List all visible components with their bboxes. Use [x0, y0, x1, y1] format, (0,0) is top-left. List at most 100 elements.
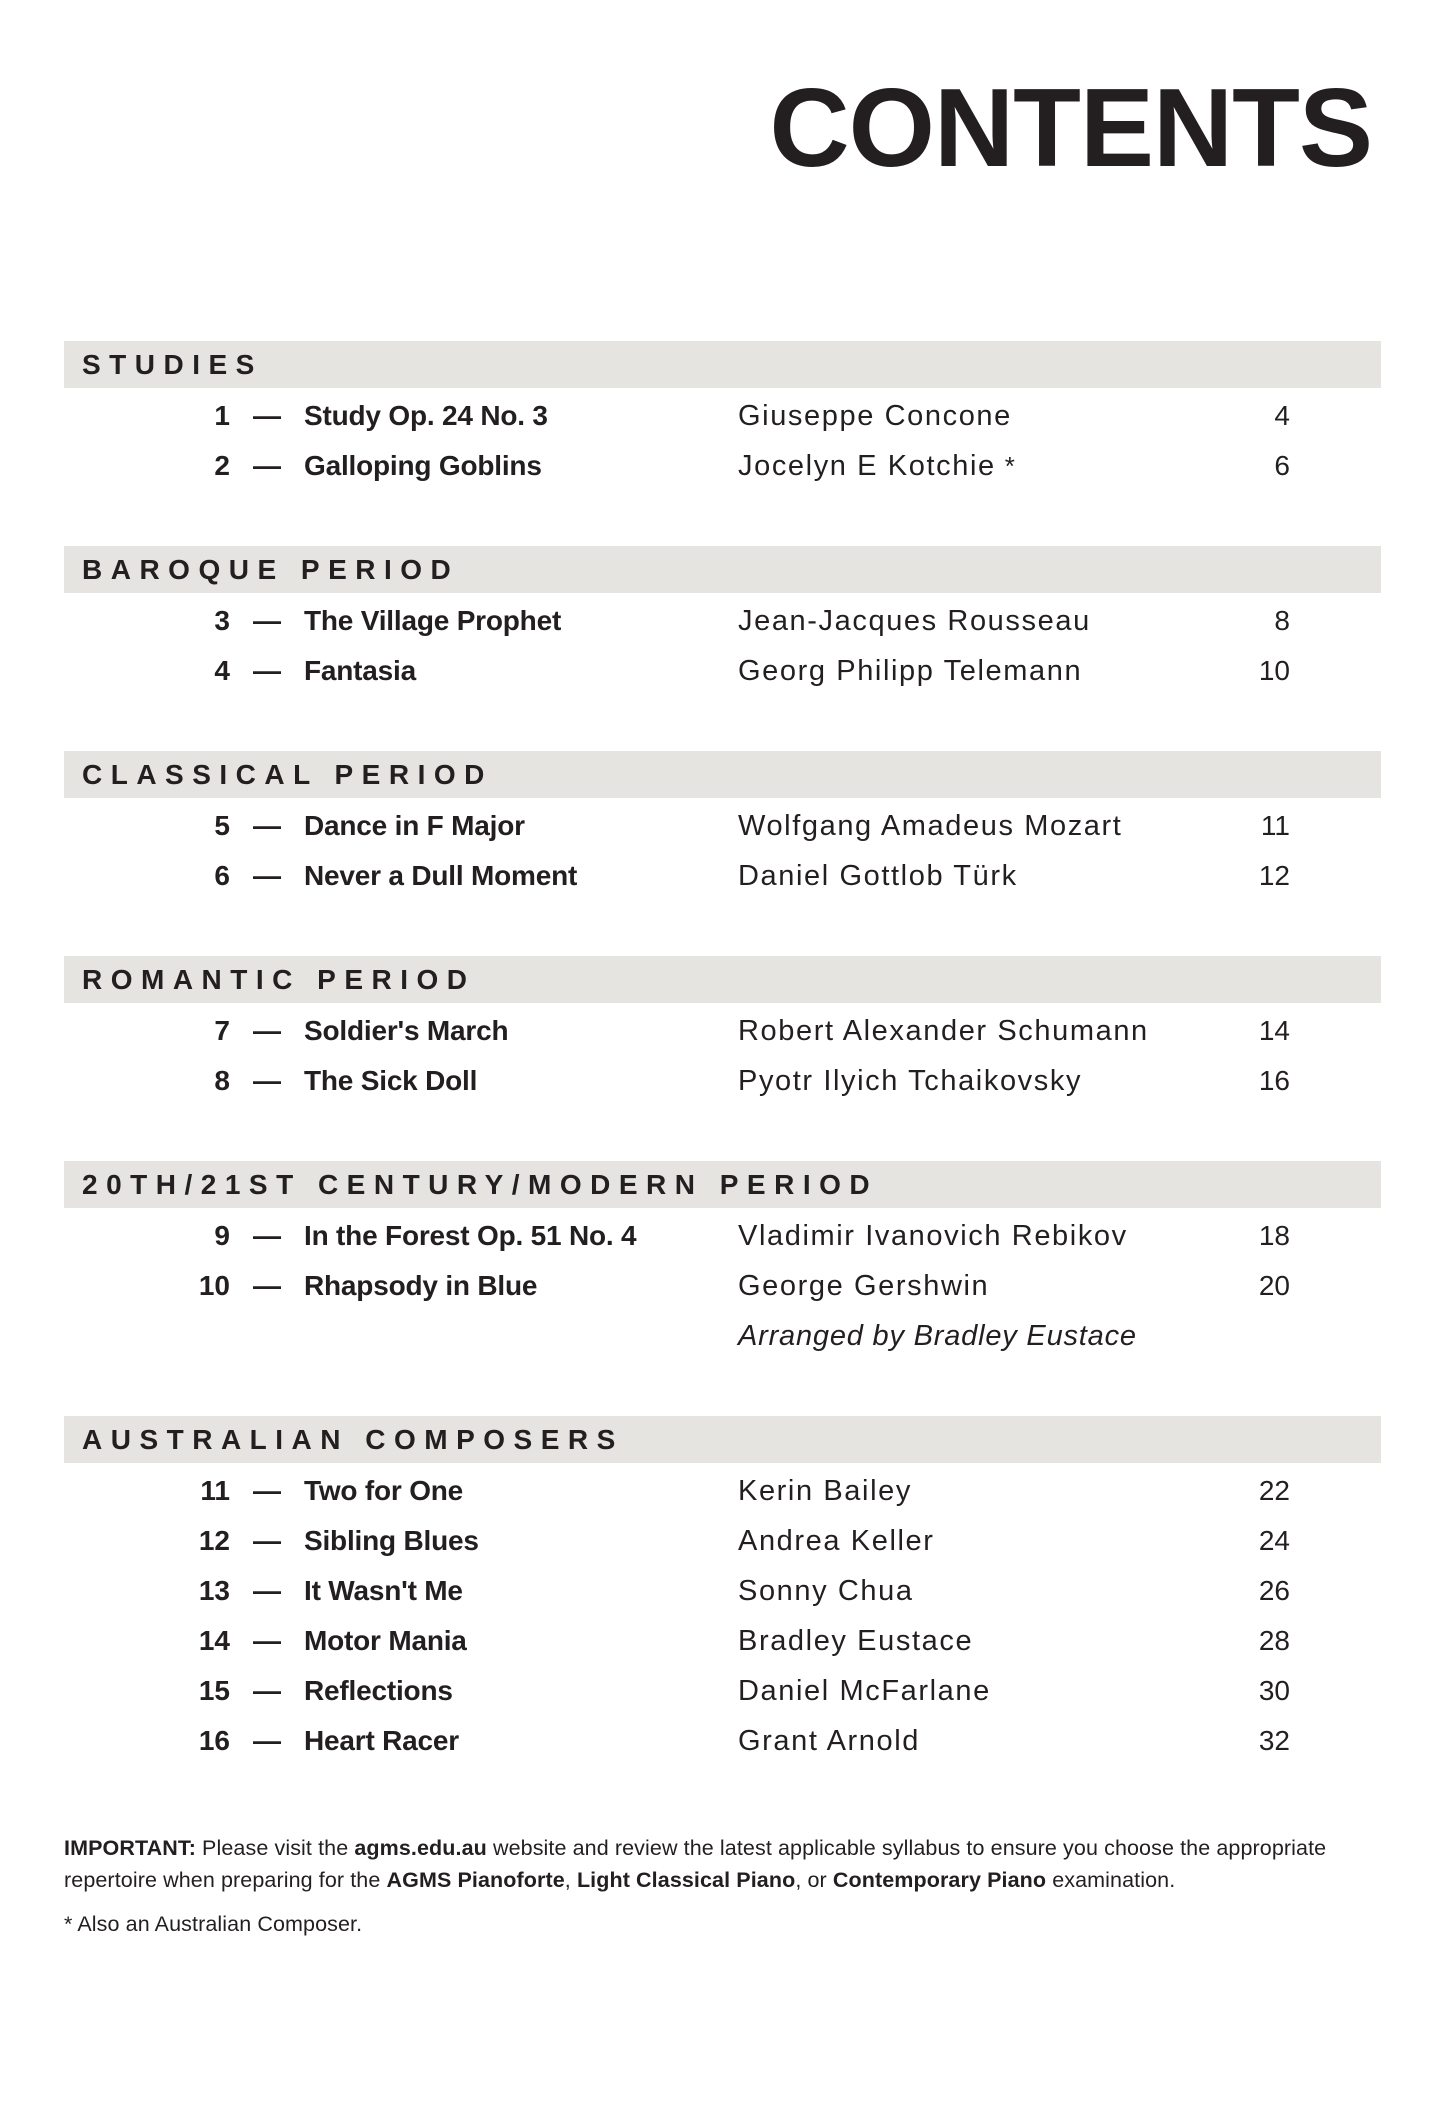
- composer-name: Georg Philipp Telemann: [738, 655, 1170, 688]
- important-bold-text: AGMS Pianoforte: [386, 1868, 565, 1892]
- important-text: ,: [564, 1868, 577, 1892]
- section-header-bar: AUSTRALIAN COMPOSERS: [64, 1416, 1381, 1463]
- arranger-row: Arranged by Bradley Eustace: [64, 1311, 1381, 1361]
- dash-separator: —: [253, 1015, 281, 1046]
- arranger-note: Arranged by Bradley Eustace: [738, 1319, 1137, 1352]
- composer-name: Sonny Chua: [738, 1575, 1170, 1608]
- important-note: IMPORTANT: Please visit the agms.edu.au …: [64, 1832, 1381, 1896]
- piece-number: 7: [214, 1015, 230, 1046]
- piece-title: Fantasia: [304, 655, 416, 686]
- piece-number: 2: [214, 450, 230, 481]
- composer-name: George Gershwin: [738, 1270, 1170, 1303]
- piece-title: The Village Prophet: [304, 605, 562, 636]
- dash-separator: —: [253, 1525, 281, 1556]
- composer-text: Robert Alexander Schumann: [738, 1014, 1149, 1047]
- page-number: 14: [1258, 1015, 1290, 1046]
- section-heading: 20TH/21ST CENTURY/MODERN PERIOD: [82, 1168, 879, 1200]
- page-number: 24: [1258, 1525, 1290, 1556]
- dash-separator: —: [253, 1625, 281, 1656]
- piece-title: Study Op. 24 No. 3: [304, 400, 548, 431]
- piece-number: 10: [198, 1270, 230, 1301]
- composer-name: Pyotr Ilyich Tchaikovsky: [738, 1065, 1170, 1098]
- piece-title: The Sick Doll: [304, 1065, 478, 1096]
- composer-text: Kerin Bailey: [738, 1474, 912, 1507]
- page-number: 11: [1260, 810, 1290, 841]
- composer-name: Jean-Jacques Rousseau: [738, 605, 1170, 638]
- dash-separator: —: [253, 810, 281, 841]
- composer-text: Vladimir Ivanovich Rebikov: [738, 1219, 1128, 1252]
- composer-name: Robert Alexander Schumann: [738, 1015, 1170, 1048]
- dash-separator: —: [253, 605, 281, 636]
- toc-row: 12 — Sibling Blues Andrea Keller 24: [64, 1516, 1381, 1566]
- piece-number: 14: [198, 1625, 230, 1656]
- toc-row: 15 — Reflections Daniel McFarlane 30: [64, 1666, 1381, 1716]
- contents-page: CONTENTS STUDIES 1 — Study Op. 24 No. 3 …: [0, 73, 1445, 2117]
- page-number: 4: [1274, 400, 1290, 431]
- dash-separator: —: [253, 655, 281, 686]
- toc-row: 16 — Heart Racer Grant Arnold 32: [64, 1716, 1381, 1766]
- section-heading: ROMANTIC PERIOD: [82, 963, 476, 995]
- page-number: 8: [1274, 605, 1290, 636]
- composer-text: Wolfgang Amadeus Mozart: [738, 809, 1123, 842]
- piece-title: Rhapsody in Blue: [304, 1270, 538, 1301]
- composer-name: Wolfgang Amadeus Mozart: [738, 810, 1170, 843]
- section-heading: STUDIES: [82, 348, 263, 380]
- toc-row: 2 — Galloping Goblins Jocelyn E Kotchie *…: [64, 441, 1381, 491]
- toc-row: 8 — The Sick Doll Pyotr Ilyich Tchaikovs…: [64, 1056, 1381, 1106]
- toc-row: 6 — Never a Dull Moment Daniel Gottlob T…: [64, 851, 1381, 901]
- composer-name: Giuseppe Concone: [738, 400, 1170, 433]
- toc-row: 4 — Fantasia Georg Philipp Telemann 10: [64, 646, 1381, 696]
- important-bold-text: Contemporary Piano: [832, 1868, 1047, 1892]
- piece-number: 3: [214, 605, 230, 636]
- piece-title: Soldier's March: [304, 1015, 509, 1046]
- composer-name: Bradley Eustace: [738, 1625, 1170, 1658]
- dash-separator: —: [253, 1725, 281, 1756]
- important-bold-text: IMPORTANT:: [64, 1836, 196, 1860]
- composer-name: Kerin Bailey: [738, 1475, 1170, 1508]
- page-number: 20: [1258, 1270, 1290, 1301]
- important-text: website and review the latest applicable…: [486, 1836, 1327, 1860]
- dash-separator: —: [253, 400, 281, 431]
- composer-text: Pyotr Ilyich Tchaikovsky: [738, 1064, 1083, 1097]
- section-header-bar: BAROQUE PERIOD: [64, 546, 1381, 593]
- piece-title: Galloping Goblins: [304, 450, 542, 481]
- piece-number: 4: [214, 655, 230, 686]
- toc-row: 10 — Rhapsody in Blue George Gershwin 20: [64, 1261, 1381, 1311]
- section-rows: 3 — The Village Prophet Jean-Jacques Rou…: [64, 593, 1381, 696]
- toc-row: 11 — Two for One Kerin Bailey 22: [64, 1466, 1381, 1516]
- important-bold-text: agms.edu.au: [354, 1836, 487, 1860]
- dash-separator: —: [253, 1270, 281, 1301]
- dash-separator: —: [253, 1475, 281, 1506]
- section-baroque-period: BAROQUE PERIOD 3 — The Village Prophet J…: [64, 546, 1381, 696]
- piece-title: Sibling Blues: [304, 1525, 479, 1556]
- toc-row: 7 — Soldier's March Robert Alexander Sch…: [64, 1006, 1381, 1056]
- composer-name: Daniel McFarlane: [738, 1675, 1170, 1708]
- section-modern-period: 20TH/21ST CENTURY/MODERN PERIOD 9 — In t…: [64, 1161, 1381, 1361]
- section-rows: 1 — Study Op. 24 No. 3 Giuseppe Concone …: [64, 388, 1381, 491]
- dash-separator: —: [253, 1220, 281, 1251]
- page-number: 30: [1258, 1675, 1290, 1706]
- composer-text: Grant Arnold: [738, 1724, 921, 1757]
- composer-text: Jean-Jacques Rousseau: [738, 604, 1091, 637]
- piece-number: 6: [214, 860, 230, 891]
- composer-text: Giuseppe Concone: [738, 399, 1012, 432]
- piece-number: 16: [198, 1725, 230, 1756]
- piece-number: 5: [214, 810, 230, 841]
- composer-text: Daniel Gottlob Türk: [738, 859, 1018, 892]
- dash-separator: —: [253, 450, 281, 481]
- important-text: examination.: [1046, 1868, 1176, 1892]
- important-bold-text: Light Classical Piano: [576, 1868, 796, 1892]
- piece-title: In the Forest Op. 51 No. 4: [304, 1220, 637, 1251]
- piece-title: Motor Mania: [304, 1625, 467, 1656]
- toc-row: 5 — Dance in F Major Wolfgang Amadeus Mo…: [64, 801, 1381, 851]
- toc-row: 3 — The Village Prophet Jean-Jacques Rou…: [64, 596, 1381, 646]
- toc-row: 9 — In the Forest Op. 51 No. 4 Vladimir …: [64, 1211, 1381, 1261]
- composer-name: Vladimir Ivanovich Rebikov: [738, 1220, 1170, 1253]
- piece-number: 13: [198, 1575, 230, 1606]
- australian-asterisk: *: [1004, 450, 1017, 481]
- piece-number: 9: [214, 1220, 230, 1251]
- page-number: 22: [1258, 1475, 1290, 1506]
- piece-number: 1: [214, 400, 230, 431]
- piece-title: Reflections: [304, 1675, 453, 1706]
- composer-text: Andrea Keller: [738, 1524, 935, 1557]
